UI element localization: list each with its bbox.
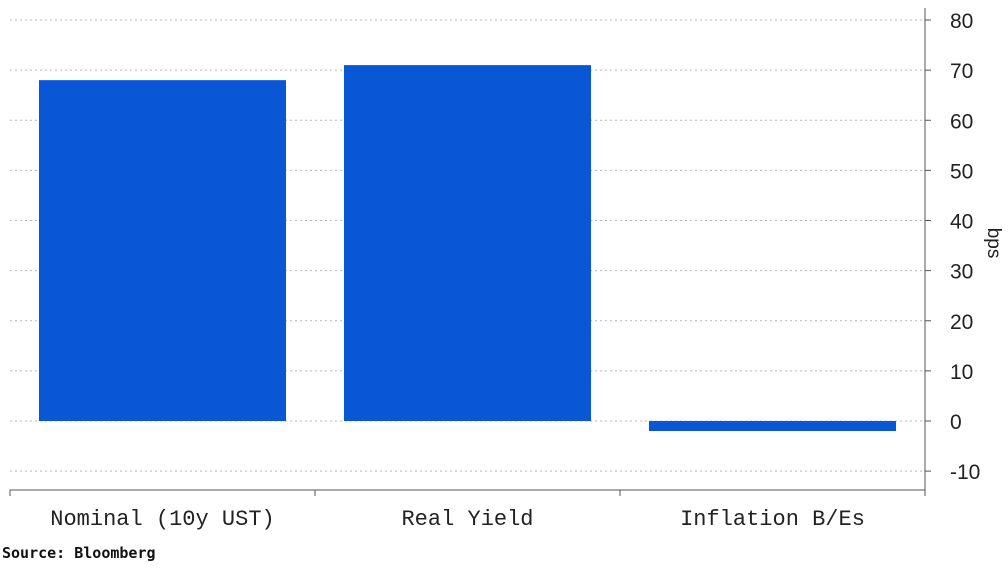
y-tick-label: 10 [950, 361, 973, 384]
y-tick-label: -10 [950, 461, 980, 484]
y-tick-label: 70 [950, 60, 973, 83]
y-tick-label: 40 [950, 211, 973, 234]
y-tick-label: 30 [950, 261, 973, 284]
x-category-label: Inflation B/Es [680, 507, 865, 532]
y-tick-label: 20 [950, 311, 973, 334]
y-tick-label: 0 [950, 411, 962, 434]
bars [38, 65, 897, 432]
y-tick-label: 80 [950, 10, 973, 33]
bar-1 [38, 80, 287, 422]
y-tick-label: 50 [950, 160, 973, 183]
y-tick-label: 60 [950, 110, 973, 133]
y-axis-label: bps [983, 228, 1004, 259]
y-tick-labels: -10 0 10 20 30 40 50 60 70 80 [950, 10, 980, 484]
bar-3 [648, 421, 897, 432]
source-note: Source: Bloomberg [2, 544, 156, 562]
x-category-labels: Nominal (10y UST) Real Yield Inflation B/E… [50, 507, 865, 532]
x-category-label: Nominal (10y UST) [50, 507, 274, 532]
axes [9, 8, 931, 496]
x-category-label: Real Yield [401, 507, 533, 532]
bar-2 [343, 65, 592, 422]
